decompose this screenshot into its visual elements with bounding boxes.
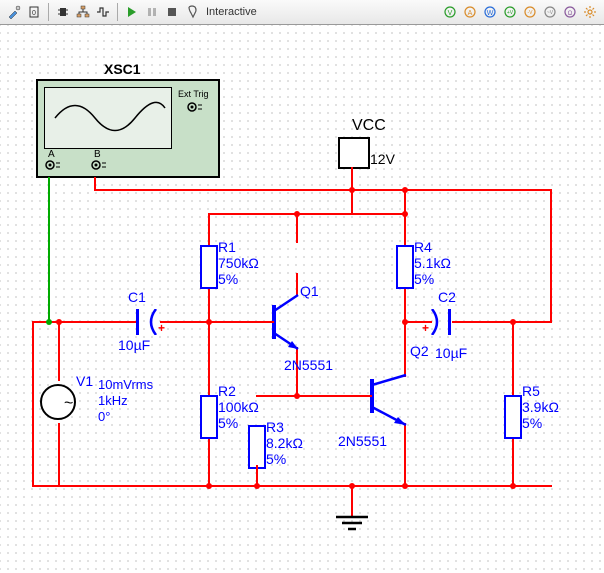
vref-probe-icon[interactable]: +V [501,3,519,21]
c2-polarity: + [422,321,429,335]
ext-trig-label: Ext Trig [178,89,209,99]
stop-button[interactable] [163,3,181,21]
svg-text:+V: +V [507,10,514,16]
settings-icon[interactable] [581,3,599,21]
c1-polarity: + [158,321,165,335]
r1-name: R1 [218,239,236,255]
c2-name: C2 [438,289,456,305]
hierarchy-icon[interactable] [74,3,92,21]
r5-value: 3.9kΩ [522,399,559,415]
v1-freq: 1kHz [98,393,128,408]
capacitor-c2-plate1[interactable] [430,309,442,340]
vcc-value: 12V [370,151,395,167]
transistor-q2[interactable] [366,367,410,432]
resistor-r2[interactable] [200,395,218,439]
ic-tool-icon[interactable] [54,3,72,21]
schematic-canvas[interactable]: XSC1 Ext Trig A B VCC 12V [0,25,604,573]
counter-tool-icon[interactable]: 0 [25,3,43,21]
ground-symbol[interactable] [336,515,368,540]
run-button[interactable] [123,3,141,21]
c1-name: C1 [128,289,146,305]
svg-text:Ω: Ω [568,11,573,17]
vac-probe-icon[interactable]: ~V [541,3,559,21]
q2-name: Q2 [410,343,429,359]
capacitor-c1-plate2 [146,309,158,340]
q1-model: 2N5551 [284,357,333,373]
q2-model: 2N5551 [338,433,387,449]
c1-value: 10µF [118,337,150,353]
r3-tol: 5% [266,451,286,467]
vcc-source[interactable] [338,137,370,169]
a-probe-icon[interactable]: A [461,3,479,21]
r1-tol: 5% [218,271,238,287]
r5-name: R5 [522,383,540,399]
toolbar: 0 Interactive V A W +V -V ~V Ω [0,0,604,25]
resistor-r1[interactable] [200,245,218,289]
r4-tol: 5% [414,271,434,287]
r4-name: R4 [414,239,432,255]
capacitor-c2 [448,309,451,335]
svg-text:V: V [448,10,453,17]
r1-value: 750kΩ [218,255,259,271]
v1-phase: 0° [98,409,110,424]
q1-name: Q1 [300,283,319,299]
pause-button[interactable] [143,3,161,21]
vneg-probe-icon[interactable]: -V [521,3,539,21]
r3-value: 8.2kΩ [266,435,303,451]
resistor-r3[interactable] [248,425,266,469]
svg-text:0: 0 [32,10,36,17]
w-probe-icon[interactable]: W [481,3,499,21]
vcc-label: VCC [352,117,386,135]
d-probe-icon[interactable]: Ω [561,3,579,21]
mode-label: Interactive [206,6,257,18]
r5-tol: 5% [522,415,542,431]
v-probe-icon[interactable]: V [441,3,459,21]
v1-name: V1 [76,373,93,389]
probe-tool-icon[interactable] [5,3,23,21]
resistor-r5[interactable] [504,395,522,439]
svg-text:~V: ~V [547,10,554,16]
r2-name: R2 [218,383,236,399]
resistor-r4[interactable] [396,245,414,289]
waveform-icon[interactable] [94,3,112,21]
r4-value: 5.1kΩ [414,255,451,271]
svg-text:-V: -V [528,10,534,16]
svg-text:W: W [487,10,494,17]
r2-value: 100kΩ [218,399,259,415]
v1-sine-icon: ~ [64,395,73,413]
c2-value: 10µF [435,345,467,361]
scope-name: XSC1 [104,61,141,77]
capacitor-c1[interactable] [136,309,139,335]
interactive-mode-icon[interactable] [183,3,201,21]
svg-text:A: A [468,10,473,17]
r3-name: R3 [266,419,284,435]
r2-tol: 5% [218,415,238,431]
v1-value: 10mVrms [98,377,153,392]
transistor-q1[interactable] [268,293,312,358]
oscilloscope[interactable]: Ext Trig A B [36,79,220,178]
